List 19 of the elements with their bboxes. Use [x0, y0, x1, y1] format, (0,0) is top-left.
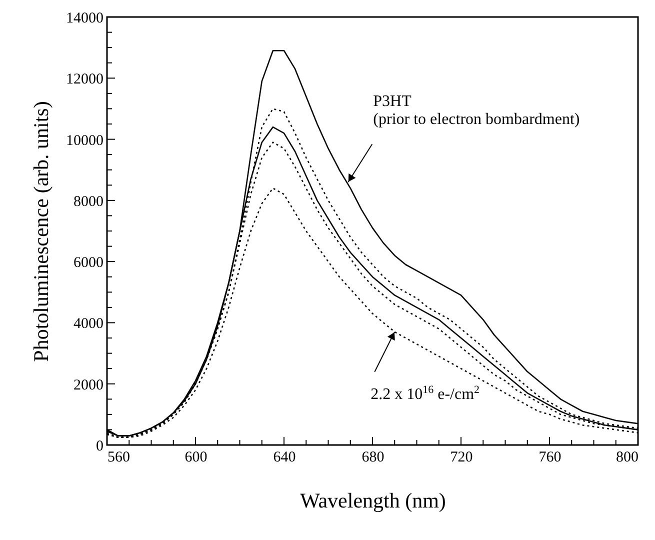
y-tick-label: 14000 [66, 10, 104, 26]
x-tick-label: 640 [273, 450, 296, 466]
y-tick-label: 2000 [74, 377, 104, 394]
y-tick-label: 0 [96, 438, 104, 454]
y-tick-label: 8000 [74, 194, 104, 210]
y-tick-label: 4000 [74, 316, 104, 332]
y-axis-title: Photoluminescence (arb. units) [29, 101, 53, 362]
x-tick-label: 680 [362, 450, 384, 466]
x-axis-title: Wavelength (nm) [300, 488, 446, 512]
x-tick-label: 560 [108, 450, 130, 466]
x-tick-label: 720 [450, 450, 473, 466]
x-tick-label: 600 [184, 450, 208, 466]
y-tick-label: 12000 [66, 72, 104, 88]
x-tick-label: 760 [538, 450, 562, 466]
y-tick-label: 10000 [66, 132, 104, 149]
annotation: 2.2 x 10$^{16}$ e-/cm$^{2}$ [370, 384, 480, 403]
y-tick-label: 6000 [74, 255, 104, 272]
x-tick-label: 800 [616, 450, 638, 466]
annotation: P3HT (prior to electron bombardment) [373, 93, 580, 128]
